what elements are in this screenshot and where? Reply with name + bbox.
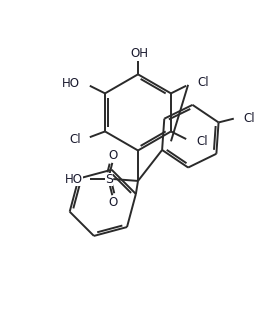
- Text: Cl: Cl: [198, 76, 209, 89]
- Text: HO: HO: [65, 172, 83, 186]
- Text: Cl: Cl: [243, 112, 254, 125]
- Text: HO: HO: [62, 77, 80, 90]
- Text: S: S: [105, 172, 114, 186]
- Text: Cl: Cl: [197, 135, 208, 148]
- Text: Cl: Cl: [70, 132, 81, 146]
- Text: O: O: [109, 149, 118, 162]
- Text: OH: OH: [130, 47, 148, 60]
- Text: O: O: [109, 196, 118, 209]
